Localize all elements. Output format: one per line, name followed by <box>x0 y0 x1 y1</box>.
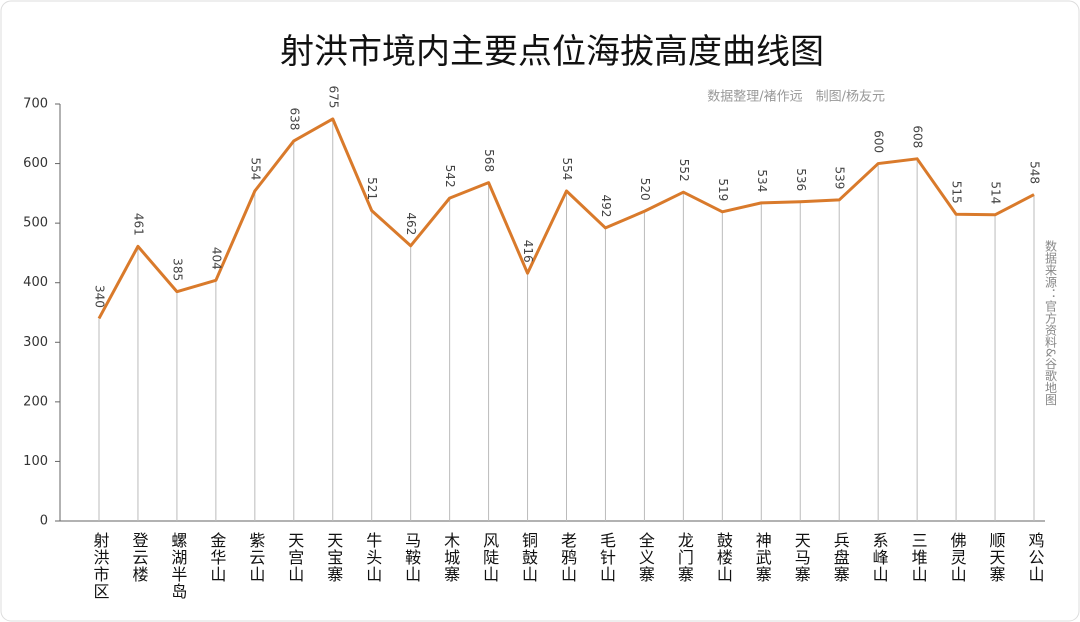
x-tick-label: 登云楼 <box>129 532 148 583</box>
x-tick-label: 鼓楼山 <box>714 532 733 583</box>
data-label: 568 <box>482 149 496 172</box>
x-tick-label: 木城寨 <box>441 532 460 583</box>
data-label: 520 <box>638 178 652 201</box>
data-label: 608 <box>911 125 925 148</box>
data-label: 536 <box>794 168 808 191</box>
data-label: 404 <box>209 247 223 270</box>
x-tick-label: 马鞍山 <box>402 532 421 583</box>
data-label: 638 <box>287 107 301 130</box>
data-label: 554 <box>248 158 262 181</box>
x-tick-label: 顺天寨 <box>987 532 1006 583</box>
x-tick-label: 全义寨 <box>636 532 655 583</box>
data-label: 519 <box>716 178 730 201</box>
x-tick-label: 龙门寨 <box>675 532 694 583</box>
x-tick-label: 螺湖半岛 <box>168 532 187 600</box>
x-tick-label: 毛针山 <box>597 532 616 583</box>
data-label: 515 <box>950 181 964 204</box>
data-label: 385 <box>170 258 184 281</box>
data-label: 340 <box>93 285 107 308</box>
x-tick-label: 三堆山 <box>909 532 928 583</box>
chart-subtitle: 数据整理/褚作远 制图/杨友元 <box>707 89 885 105</box>
x-tick-label: 鸡公山 <box>1026 532 1045 583</box>
x-tick-label: 金华山 <box>207 532 226 583</box>
x-tick-label: 佛灵山 <box>948 532 967 583</box>
y-tick-label: 600 <box>23 156 48 171</box>
x-tick-label: 天宝寨 <box>324 532 343 583</box>
chart-title: 射洪市境内主要点位海拔高度曲线图 <box>280 32 824 72</box>
data-label: 416 <box>521 240 535 263</box>
data-label: 548 <box>1028 161 1042 184</box>
data-label: 539 <box>833 166 847 189</box>
data-label: 542 <box>443 165 457 188</box>
x-tick-label: 牛头山 <box>363 532 382 583</box>
y-tick-label: 200 <box>23 394 48 409</box>
data-label: 461 <box>131 213 145 236</box>
y-tick-label: 100 <box>23 454 48 469</box>
data-label: 492 <box>599 194 613 217</box>
line-series <box>97 117 1035 320</box>
x-tick-label: 铜鼓山 <box>519 532 538 583</box>
y-tick-label: 400 <box>23 275 48 290</box>
x-tick-label: 紫云山 <box>246 532 265 583</box>
y-tick-label: 300 <box>23 335 48 350</box>
x-tick-label: 天马寨 <box>792 532 811 583</box>
x-tick-label: 兵盘寨 <box>831 532 850 583</box>
y-tick-label: 700 <box>23 97 48 112</box>
y-tick-label: 0 <box>40 514 48 529</box>
data-label: 675 <box>326 85 340 108</box>
data-label: 600 <box>872 130 886 153</box>
data-label: 534 <box>755 169 769 192</box>
data-label: 521 <box>365 177 379 200</box>
data-label: 462 <box>404 212 418 235</box>
x-tick-label: 射洪市区 <box>91 532 110 600</box>
x-tick-label: 系峰山 <box>870 532 889 583</box>
x-tick-label: 老鸦山 <box>558 532 577 583</box>
data-label: 552 <box>677 159 691 182</box>
data-label: 554 <box>560 158 574 181</box>
y-tick-label: 500 <box>23 216 48 231</box>
x-tick-label: 天宫山 <box>285 532 304 583</box>
x-tick-label: 神武寨 <box>753 532 772 583</box>
data-label: 514 <box>989 181 1003 204</box>
x-tick-label: 风陡山 <box>480 532 499 583</box>
source-note: 数据来源：官方资料&谷歌地图 <box>1044 239 1058 406</box>
